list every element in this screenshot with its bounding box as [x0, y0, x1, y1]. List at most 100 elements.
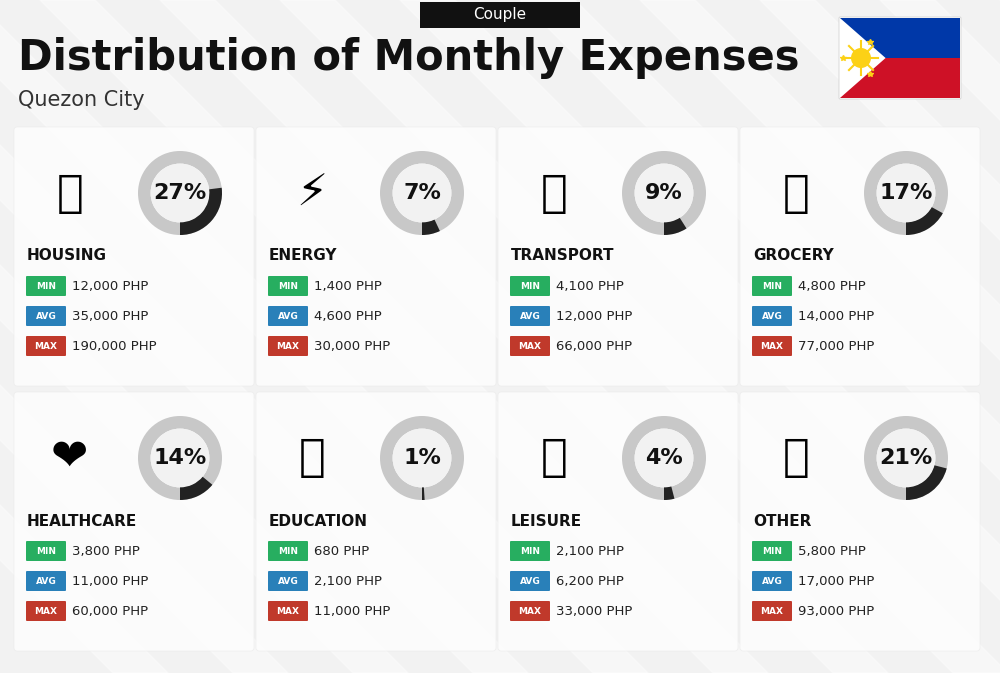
Text: HEALTHCARE: HEALTHCARE: [27, 513, 137, 528]
Wedge shape: [622, 151, 706, 235]
Text: 30,000 PHP: 30,000 PHP: [314, 340, 390, 353]
Text: 66,000 PHP: 66,000 PHP: [556, 340, 632, 353]
Text: MAX: MAX: [518, 607, 542, 616]
Text: Couple: Couple: [473, 7, 527, 22]
Text: MAX: MAX: [761, 607, 784, 616]
Polygon shape: [840, 58, 960, 98]
Text: MAX: MAX: [34, 607, 58, 616]
FancyBboxPatch shape: [510, 306, 550, 326]
Text: MIN: MIN: [36, 282, 56, 291]
FancyBboxPatch shape: [256, 127, 496, 386]
Text: 4,600 PHP: 4,600 PHP: [314, 310, 382, 323]
Circle shape: [635, 164, 693, 222]
FancyBboxPatch shape: [839, 17, 961, 99]
FancyBboxPatch shape: [420, 2, 580, 28]
Wedge shape: [906, 465, 947, 500]
Text: MAX: MAX: [518, 342, 542, 351]
Text: 680 PHP: 680 PHP: [314, 545, 369, 558]
Text: 5,800 PHP: 5,800 PHP: [798, 545, 866, 558]
Text: 1,400 PHP: 1,400 PHP: [314, 280, 382, 293]
FancyBboxPatch shape: [752, 601, 792, 621]
Text: MAX: MAX: [761, 342, 784, 351]
Text: 7%: 7%: [403, 183, 441, 203]
FancyBboxPatch shape: [752, 276, 792, 296]
Text: 14%: 14%: [153, 448, 207, 468]
Text: MIN: MIN: [36, 547, 56, 556]
Text: ⚡: ⚡: [296, 172, 328, 215]
Wedge shape: [664, 487, 674, 500]
Text: 35,000 PHP: 35,000 PHP: [72, 310, 148, 323]
Text: 17,000 PHP: 17,000 PHP: [798, 575, 874, 588]
Text: 190,000 PHP: 190,000 PHP: [72, 340, 157, 353]
Wedge shape: [622, 416, 706, 500]
Text: 🚌: 🚌: [541, 172, 567, 215]
Text: AVG: AVG: [36, 577, 56, 586]
FancyBboxPatch shape: [26, 276, 66, 296]
Wedge shape: [664, 218, 687, 235]
Text: MAX: MAX: [276, 342, 300, 351]
FancyBboxPatch shape: [752, 541, 792, 561]
Text: 93,000 PHP: 93,000 PHP: [798, 605, 874, 618]
FancyBboxPatch shape: [26, 601, 66, 621]
FancyBboxPatch shape: [752, 336, 792, 356]
Wedge shape: [138, 151, 222, 235]
FancyBboxPatch shape: [268, 276, 308, 296]
Text: MIN: MIN: [278, 547, 298, 556]
FancyBboxPatch shape: [510, 276, 550, 296]
Circle shape: [393, 164, 451, 222]
Text: MAX: MAX: [276, 607, 300, 616]
Text: Distribution of Monthly Expenses: Distribution of Monthly Expenses: [18, 37, 800, 79]
Wedge shape: [138, 416, 222, 500]
FancyBboxPatch shape: [752, 571, 792, 591]
Circle shape: [151, 429, 209, 487]
Text: AVG: AVG: [278, 312, 298, 321]
FancyBboxPatch shape: [14, 127, 254, 386]
FancyBboxPatch shape: [498, 127, 738, 386]
FancyBboxPatch shape: [26, 306, 66, 326]
FancyBboxPatch shape: [268, 306, 308, 326]
Text: GROCERY: GROCERY: [753, 248, 834, 264]
Text: 17%: 17%: [879, 183, 933, 203]
FancyBboxPatch shape: [268, 571, 308, 591]
Text: 6,200 PHP: 6,200 PHP: [556, 575, 624, 588]
FancyBboxPatch shape: [26, 571, 66, 591]
Wedge shape: [380, 151, 464, 235]
Text: 4,800 PHP: 4,800 PHP: [798, 280, 866, 293]
Circle shape: [151, 164, 209, 222]
Polygon shape: [840, 18, 960, 58]
Text: 3,800 PHP: 3,800 PHP: [72, 545, 140, 558]
Text: AVG: AVG: [762, 312, 782, 321]
Text: 💰: 💰: [783, 437, 809, 479]
Text: AVG: AVG: [520, 577, 540, 586]
Circle shape: [877, 164, 935, 222]
Text: 1%: 1%: [403, 448, 441, 468]
Text: 33,000 PHP: 33,000 PHP: [556, 605, 632, 618]
FancyBboxPatch shape: [740, 127, 980, 386]
Text: 27%: 27%: [153, 183, 207, 203]
Text: 9%: 9%: [645, 183, 683, 203]
Text: 4,100 PHP: 4,100 PHP: [556, 280, 624, 293]
FancyBboxPatch shape: [510, 571, 550, 591]
Text: LEISURE: LEISURE: [511, 513, 582, 528]
Text: HOUSING: HOUSING: [27, 248, 107, 264]
Wedge shape: [180, 476, 212, 500]
Circle shape: [393, 429, 451, 487]
Text: OTHER: OTHER: [753, 513, 811, 528]
Text: 🎓: 🎓: [299, 437, 325, 479]
Text: 2,100 PHP: 2,100 PHP: [314, 575, 382, 588]
Text: 2,100 PHP: 2,100 PHP: [556, 545, 624, 558]
Text: 12,000 PHP: 12,000 PHP: [556, 310, 632, 323]
Text: AVG: AVG: [762, 577, 782, 586]
Wedge shape: [422, 487, 425, 500]
Text: 14,000 PHP: 14,000 PHP: [798, 310, 874, 323]
FancyBboxPatch shape: [498, 392, 738, 651]
Text: 12,000 PHP: 12,000 PHP: [72, 280, 148, 293]
Text: ENERGY: ENERGY: [269, 248, 338, 264]
Text: 🏢: 🏢: [57, 172, 83, 215]
Polygon shape: [840, 18, 886, 98]
FancyBboxPatch shape: [510, 601, 550, 621]
Text: 77,000 PHP: 77,000 PHP: [798, 340, 874, 353]
FancyBboxPatch shape: [510, 541, 550, 561]
Circle shape: [635, 429, 693, 487]
Text: MIN: MIN: [278, 282, 298, 291]
